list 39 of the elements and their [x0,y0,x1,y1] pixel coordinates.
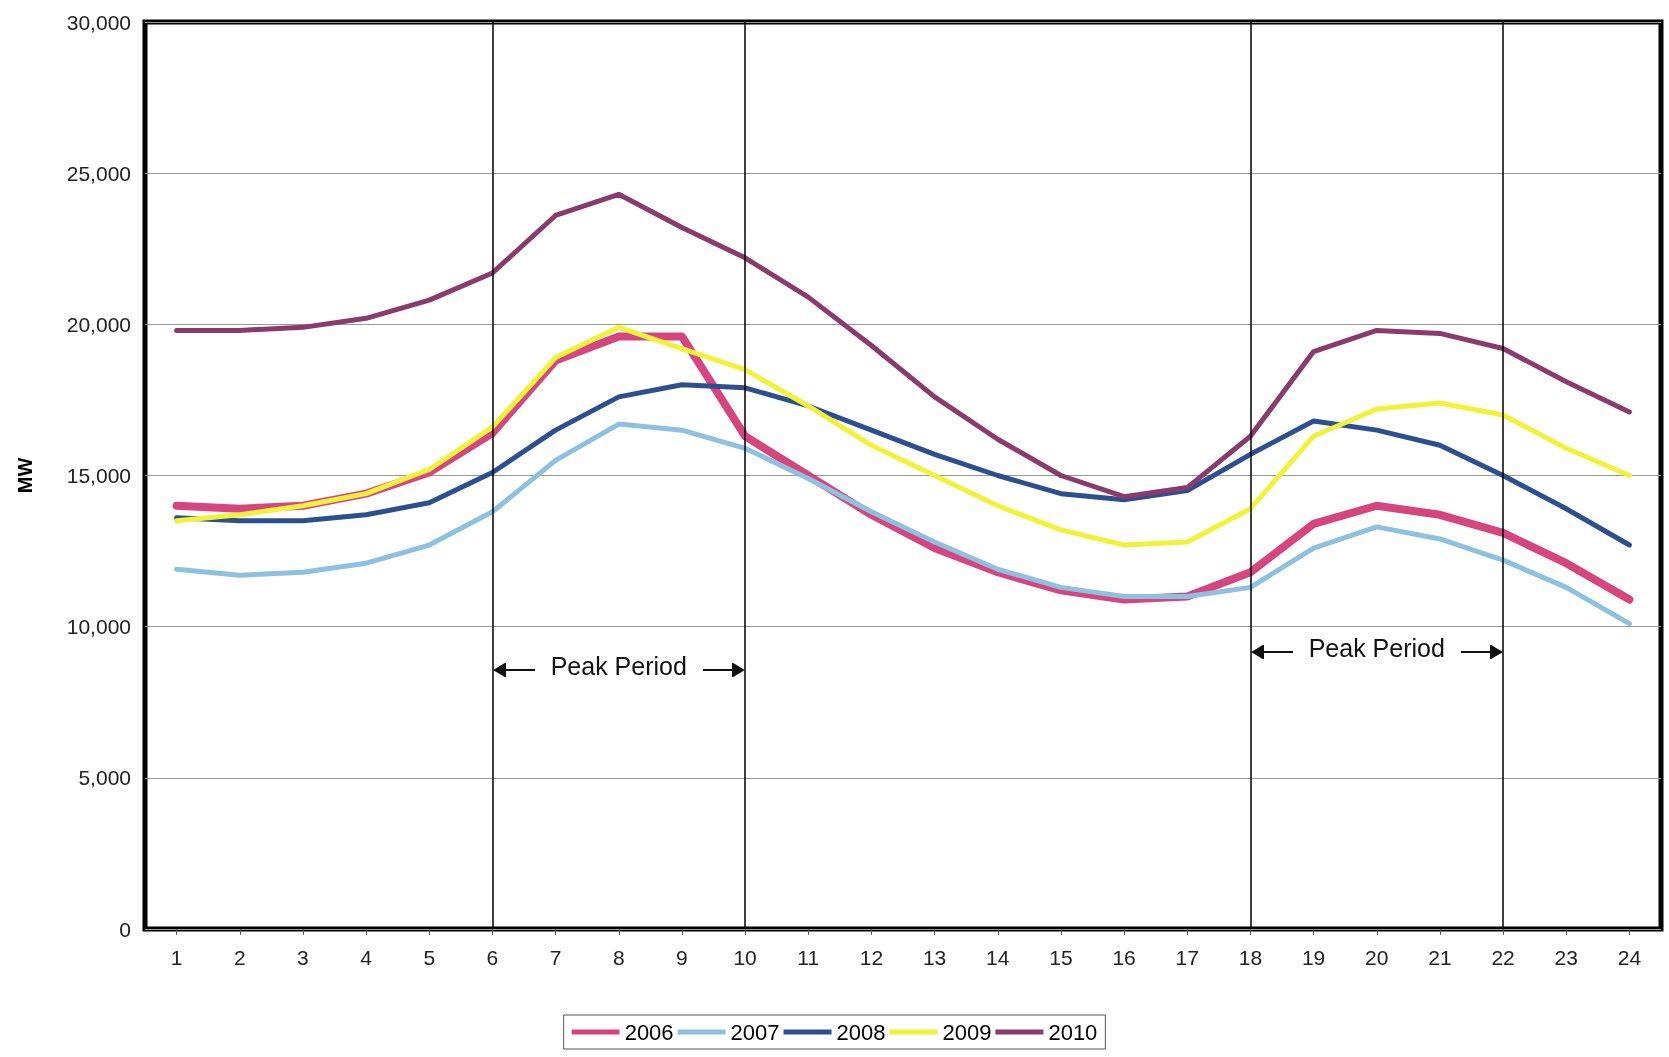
x-tick-label: 23 [1554,946,1578,969]
x-tick-label: 7 [549,946,562,969]
x-tick-label: 3 [297,946,309,969]
x-tick-label: 17 [1175,946,1199,969]
x-tick-label: 13 [922,946,947,969]
x-tick-label: 19 [1301,946,1326,969]
x-tick-label: 20 [1365,946,1389,969]
legend-label: 2008 [836,1019,886,1045]
annotation: Peak Period [1308,633,1445,662]
y-tick-label: 5,000 [78,766,131,790]
x-tick-label: 14 [986,946,1010,969]
x-tick-label: 8 [612,946,625,969]
legend-label: 2007 [730,1019,780,1045]
y-tick-label: 0 [119,917,131,941]
x-tick-label: 24 [1617,946,1642,969]
x-tick-label: 9 [676,946,688,969]
x-tick-label: 16 [1112,946,1136,969]
y-tick-label: 10,000 [66,615,131,639]
x-tick-label: 4 [360,946,373,969]
y-axis-title: MW [14,457,36,494]
annotation: Peak Period [550,651,687,680]
legend-label: 2006 [624,1019,674,1045]
x-tick-label: 6 [486,946,499,969]
legend-label: 2009 [942,1019,992,1045]
x-tick-label: 21 [1428,946,1452,969]
x-tick-label: 12 [859,946,884,969]
y-tick-label: 15,000 [66,464,131,487]
y-tick-label: 25,000 [66,161,131,185]
x-tick-label: 11 [797,946,820,969]
x-tick-label: 1 [170,946,183,969]
x-tick-label: 15 [1049,946,1073,969]
y-tick-label: 30,000 [66,10,131,34]
x-tick-label: 2 [233,946,246,969]
x-tick-label: 22 [1491,946,1515,969]
x-tick-label: 18 [1238,946,1263,969]
x-tick-label: 10 [733,946,757,969]
legend-label: 2010 [1048,1019,1098,1045]
y-tick-label: 20,000 [66,312,131,336]
x-tick-label: 5 [423,946,436,969]
